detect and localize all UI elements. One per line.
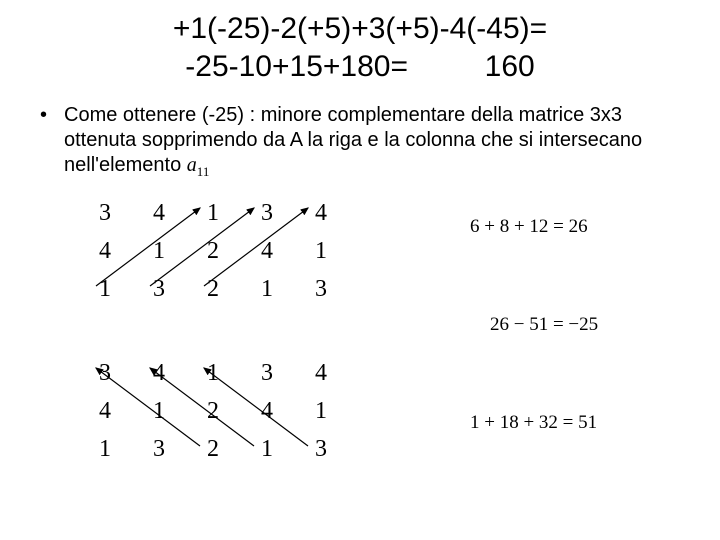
matrix-cell: 4 bbox=[132, 354, 186, 392]
matrix-cell: 3 bbox=[132, 270, 186, 308]
matrix-cell: 4 bbox=[132, 194, 186, 232]
matrix-cell: 1 bbox=[240, 270, 294, 308]
bullet-text: Come ottenere (-25) : minore complementa… bbox=[64, 104, 642, 176]
matrix-cell: 1 bbox=[240, 430, 294, 468]
matrix-cell: 3 bbox=[78, 354, 132, 392]
matrix-cell: 4 bbox=[78, 232, 132, 270]
diagram-area: 341344124113213 341344124113213 6 + 8 + … bbox=[0, 194, 720, 504]
matrix-cell: 3 bbox=[78, 194, 132, 232]
title-line-1: +1(-25)-2(+5)+3(+5)-4(-45)= bbox=[0, 10, 720, 48]
matrix-cell: 4 bbox=[240, 392, 294, 430]
matrix-cell: 1 bbox=[78, 270, 132, 308]
matrix-cell: 4 bbox=[294, 354, 348, 392]
matrix-cell: 1 bbox=[78, 430, 132, 468]
equation-bottom: 1 + 18 + 32 = 51 bbox=[470, 412, 597, 434]
matrix-cell: 3 bbox=[294, 270, 348, 308]
matrix-cell: 1 bbox=[132, 232, 186, 270]
a11-symbol: a11 bbox=[187, 154, 210, 176]
title-line2-left: -25-10+15+180= bbox=[185, 50, 408, 83]
matrix-cell: 2 bbox=[186, 392, 240, 430]
matrix-cell: 3 bbox=[240, 354, 294, 392]
matrix-cell: 1 bbox=[294, 232, 348, 270]
matrix-cell: 2 bbox=[186, 232, 240, 270]
bullet-block: • Come ottenere (-25) : minore complemen… bbox=[0, 103, 720, 180]
matrix-cell: 3 bbox=[294, 430, 348, 468]
title-block: +1(-25)-2(+5)+3(+5)-4(-45)= -25-10+15+18… bbox=[0, 0, 720, 85]
matrix-cell: 1 bbox=[132, 392, 186, 430]
equation-middle: 26 − 51 = −25 bbox=[490, 314, 598, 336]
matrix-cell: 2 bbox=[186, 270, 240, 308]
matrix-cell: 1 bbox=[186, 354, 240, 392]
matrix-cell: 4 bbox=[294, 194, 348, 232]
matrix-cell: 3 bbox=[132, 430, 186, 468]
bullet-dot: • bbox=[40, 103, 64, 180]
matrix-cell: 1 bbox=[186, 194, 240, 232]
matrix-bottom: 341344124113213 bbox=[78, 354, 348, 468]
matrix-cell: 4 bbox=[78, 392, 132, 430]
equation-top: 6 + 8 + 12 = 26 bbox=[470, 216, 588, 238]
matrix-cell: 4 bbox=[240, 232, 294, 270]
matrix-top: 341344124113213 bbox=[78, 194, 348, 308]
matrix-cell: 3 bbox=[240, 194, 294, 232]
matrix-cell: 2 bbox=[186, 430, 240, 468]
title-line2-right: 160 bbox=[485, 50, 535, 83]
title-line-2: -25-10+15+180= 160 bbox=[0, 48, 720, 86]
matrix-cell: 1 bbox=[294, 392, 348, 430]
